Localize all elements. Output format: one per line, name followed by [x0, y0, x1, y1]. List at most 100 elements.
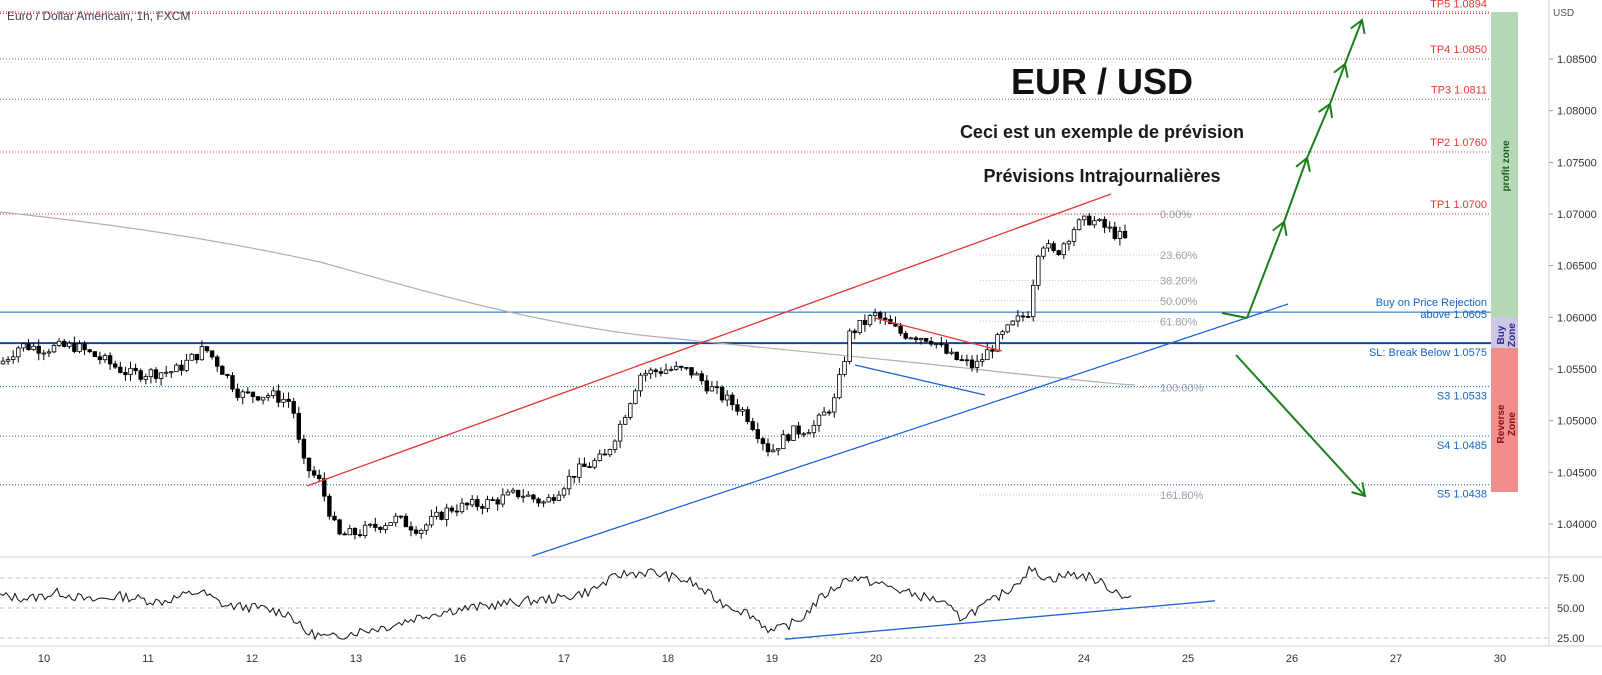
upper-channel-line: [306, 193, 1112, 487]
candle: [974, 354, 980, 373]
candle: [418, 528, 424, 539]
fib-label: 100.00%: [1160, 383, 1204, 395]
candle: [495, 496, 500, 511]
time-tick-label: 19: [766, 653, 778, 665]
candle: [51, 343, 57, 354]
candle: [92, 351, 97, 358]
candle: [883, 312, 888, 325]
candle: [393, 512, 398, 527]
candle: [388, 522, 393, 527]
candle: [745, 406, 750, 425]
reverse-zone: [1491, 348, 1518, 492]
fib-label: 38.20%: [1160, 275, 1198, 287]
candle: [786, 433, 791, 443]
candle: [980, 353, 985, 367]
candle: [383, 522, 388, 534]
candle: [944, 339, 949, 355]
price-tick-label: 1.06500: [1557, 261, 1597, 273]
price-tick-label: 1.05500: [1557, 364, 1597, 376]
candle: [16, 345, 21, 363]
arrow-to-tp2: [1283, 156, 1311, 223]
candle: [469, 495, 475, 508]
time-tick-label: 25: [1182, 653, 1194, 665]
candle: [556, 490, 562, 502]
candle: [796, 421, 801, 439]
candle: [143, 373, 148, 385]
candle: [510, 487, 516, 494]
candle: [352, 527, 358, 540]
candle: [1015, 310, 1021, 327]
candle: [378, 526, 383, 534]
fib-label: 50.00%: [1160, 296, 1198, 308]
rsi-tick-label: 50.00: [1557, 603, 1585, 615]
candle: [592, 457, 597, 470]
candle: [46, 348, 52, 357]
candles: [0, 213, 1128, 540]
chart-title: Euro / Dollar Américain, 1h, FXCM: [7, 9, 190, 23]
candle: [765, 438, 771, 457]
reverse-zone-label-1: Reverse: [1496, 404, 1507, 443]
candle: [949, 348, 954, 356]
candle: [515, 489, 521, 500]
candle: [612, 439, 618, 454]
price-tick-label: 1.08500: [1557, 54, 1597, 66]
candle: [41, 349, 46, 361]
candle: [398, 515, 403, 520]
candle: [311, 466, 317, 479]
candle: [893, 316, 898, 327]
candle: [878, 310, 883, 325]
time-tick-label: 27: [1390, 653, 1402, 665]
candle: [714, 380, 720, 395]
candle: [403, 513, 409, 528]
candle: [1005, 324, 1010, 334]
candle: [357, 529, 363, 538]
candle: [959, 354, 964, 362]
candle: [663, 363, 669, 375]
candle: [464, 502, 470, 511]
candle: [72, 336, 77, 354]
candle: [62, 338, 67, 348]
fib-label: 161.80%: [1160, 490, 1204, 502]
candle: [179, 359, 184, 376]
candle: [163, 365, 169, 378]
price-tick-label: 1.07000: [1557, 209, 1597, 221]
candle: [526, 491, 531, 497]
time-tick-label: 30: [1494, 653, 1506, 665]
candle: [342, 531, 347, 536]
candle: [755, 422, 760, 444]
candle: [169, 370, 174, 378]
candle: [735, 398, 740, 416]
candle: [561, 486, 567, 499]
candle: [633, 388, 638, 405]
level-label-tp4: TP4 1.0850: [1430, 44, 1487, 56]
moving-average-line: [0, 211, 1136, 386]
arrow-to-tp5: [1344, 18, 1366, 65]
candle: [189, 353, 194, 361]
candle: [781, 429, 786, 449]
candle: [347, 524, 352, 536]
candle: [362, 520, 368, 539]
time-tick-label: 13: [350, 653, 362, 665]
candle: [934, 343, 939, 349]
candle: [623, 414, 628, 425]
candle: [536, 497, 541, 507]
rsi-line: [0, 565, 1132, 641]
price-axis-currency: USD: [1553, 8, 1574, 19]
level-label-s3: S3 1.0533: [1437, 391, 1487, 403]
buy-zone: [1491, 317, 1518, 348]
time-axis-ticks: 10 11 12 13 16 17 18 19 20 23 24 25 26 27 30: [38, 653, 1506, 665]
candle: [1036, 254, 1041, 290]
candle: [572, 475, 577, 484]
candle: [250, 391, 256, 403]
candle: [505, 488, 511, 496]
candle: [82, 340, 87, 356]
level-label-s4: S4 1.0485: [1437, 440, 1487, 452]
time-tick-label: 12: [246, 653, 258, 665]
level-label-tp3: TP3 1.0811: [1431, 84, 1487, 96]
candle: [118, 361, 123, 374]
level-label-tp5: TP5 1.0894: [1430, 0, 1487, 11]
candle: [658, 367, 664, 377]
candle: [459, 498, 465, 514]
candle: [643, 369, 648, 382]
